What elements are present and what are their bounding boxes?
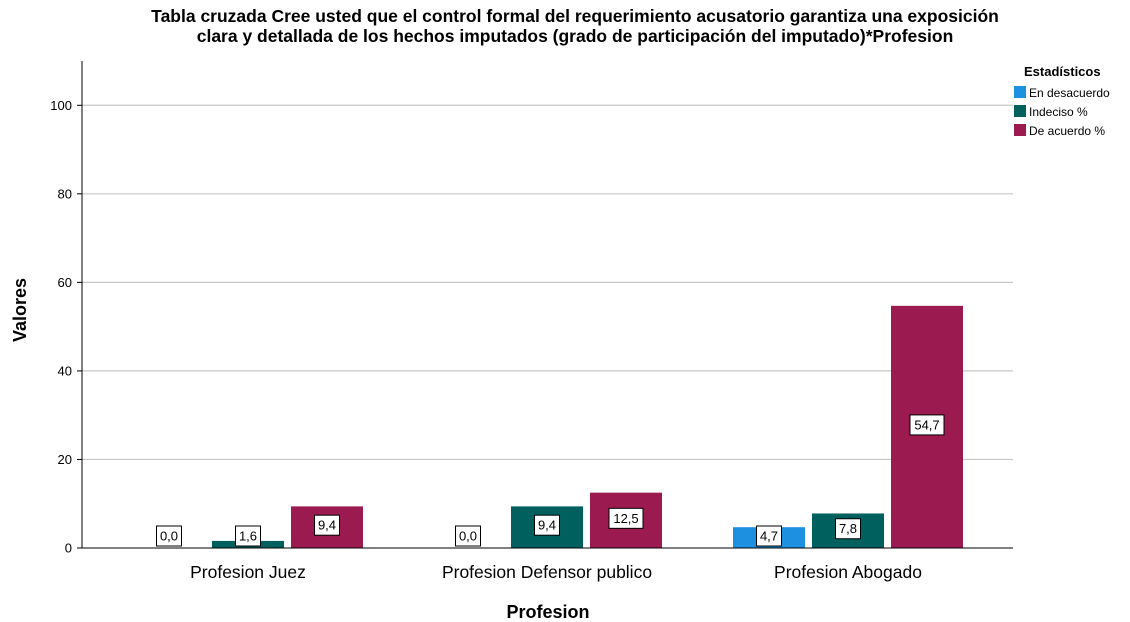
data-label-box	[156, 525, 182, 547]
data-label-text: 7,8	[839, 521, 857, 536]
data-label-text: 4,7	[760, 529, 778, 544]
axes	[81, 61, 1013, 549]
x-axis-ticks: Profesion Juez Profesion Defensor publico…	[190, 562, 922, 582]
data-label: 12,5	[608, 507, 644, 529]
bars	[212, 305, 963, 548]
x-tick-label: Profesion Abogado	[774, 562, 922, 582]
x-tick-label: Profesion Defensor publico	[442, 562, 652, 582]
data-labels: 0,0 1,6 9,4 0,0 9,4 12,5 4,7 7,8 54,7	[156, 414, 945, 547]
data-label: 4,7	[756, 525, 782, 547]
legend-swatch	[1014, 124, 1026, 136]
data-label-box	[608, 507, 644, 529]
data-label-box	[314, 514, 340, 536]
y-tick-label: 60	[58, 275, 72, 290]
y-tick-label: 0	[65, 541, 72, 556]
chart-title-line-2: clara y detallada de los hechos imputado…	[197, 26, 954, 46]
data-label: 54,7	[909, 414, 945, 436]
data-label-text: 1,6	[239, 529, 257, 544]
y-tick-label: 40	[58, 363, 72, 378]
legend-swatch	[1014, 105, 1026, 117]
data-label-box	[835, 518, 861, 540]
data-label: 9,4	[314, 514, 340, 536]
y-tick-label: 100	[50, 98, 72, 113]
data-label: 7,8	[835, 518, 861, 540]
legend-swatch	[1014, 86, 1026, 98]
legend-label: De acuerdo %	[1029, 124, 1105, 138]
data-label-text: 9,4	[538, 518, 556, 533]
legend-label: En desacuerdo	[1029, 86, 1110, 100]
x-axis-title: Profesion	[506, 602, 589, 622]
data-label: 0,0	[156, 525, 182, 547]
data-label-text: 12,5	[613, 511, 638, 526]
data-label-text: 0,0	[459, 529, 477, 544]
gridlines	[82, 104, 1013, 461]
data-label: 9,4	[534, 514, 560, 536]
data-label-text: 9,4	[318, 518, 336, 533]
legend-label: Indeciso %	[1029, 105, 1088, 119]
y-tick-label: 80	[58, 186, 72, 201]
y-axis-title: Valores	[10, 278, 30, 342]
y-tick-label: 20	[58, 452, 72, 467]
legend: Estadísticos En desacuerdo Indeciso % De a…	[1014, 64, 1110, 138]
data-label-box	[455, 525, 481, 547]
chart-title-line-1: Tabla cruzada Cree usted que el control …	[151, 6, 999, 26]
data-label-box	[756, 525, 782, 547]
data-label-box	[235, 525, 261, 547]
data-label-text: 54,7	[914, 417, 939, 432]
y-axis-ticks: 0 20 40 60 80 100	[50, 98, 82, 556]
legend-title: Estadísticos	[1024, 64, 1101, 79]
data-label-box	[534, 514, 560, 536]
data-label: 1,6	[235, 525, 261, 547]
x-tick-label: Profesion Juez	[190, 562, 306, 582]
data-label-box	[909, 414, 945, 436]
chart-title: Tabla cruzada Cree usted que el control …	[151, 6, 999, 46]
data-label-text: 0,0	[160, 529, 178, 544]
data-label: 0,0	[455, 525, 481, 547]
